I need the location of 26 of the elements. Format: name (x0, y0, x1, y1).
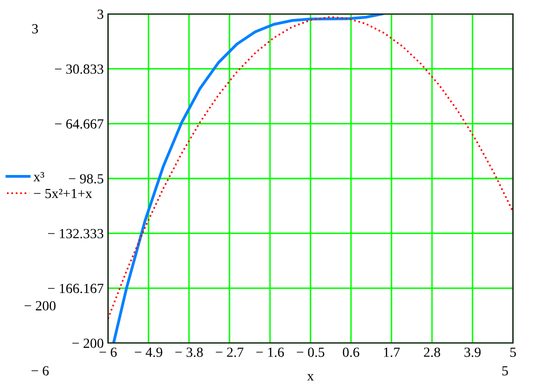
y-tick-label: − 166.167 (48, 284, 104, 294)
line-series (112, 14, 384, 343)
x-tick-label: − 3.8 (175, 348, 203, 357)
x-tick-label: − 6 (100, 348, 117, 357)
x-tick-label: − 2.7 (216, 348, 244, 357)
y-tick-label: − 98.5 (68, 174, 104, 184)
x-tick-label: − 1.6 (256, 348, 284, 357)
x-tick-label: 3.9 (464, 348, 481, 357)
y-tick-label: − 64.667 (55, 119, 104, 129)
legend-label: − 5x²+1+x (34, 188, 92, 198)
y-tick-label: 3 (98, 10, 104, 19)
x-tick-label: 0.6 (342, 348, 360, 357)
legend-label: x³ (33, 172, 44, 182)
text: 5 (502, 366, 508, 376)
x-axis-title: x (307, 374, 314, 381)
text: − 6 (32, 366, 49, 376)
text: 3 (32, 24, 38, 34)
x-tick-label: − 0.5 (296, 348, 324, 357)
x-tick-label: − 4.9 (134, 348, 162, 357)
y-tick-label: − 30.833 (55, 64, 104, 74)
x-tick-label: 5 (510, 348, 516, 357)
y-tick-label: − 132.333 (48, 228, 104, 238)
x-tick-label: 2.8 (424, 348, 440, 357)
x-tick-label: 1.7 (384, 348, 400, 357)
y-tick-label: − 200 (72, 338, 104, 348)
text: − 200 (24, 301, 56, 310)
